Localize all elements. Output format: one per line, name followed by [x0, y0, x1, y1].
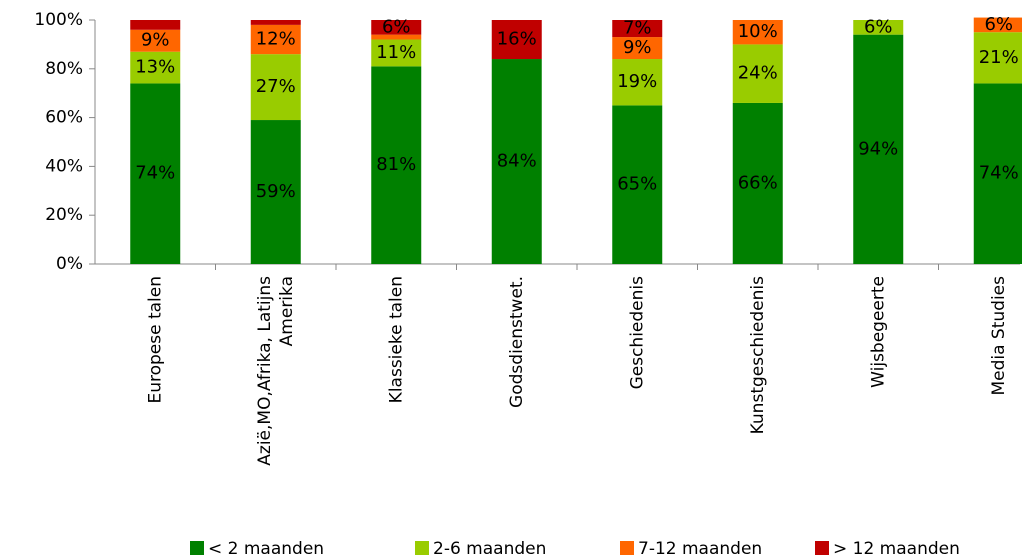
- bar-segment: [973, 83, 1022, 264]
- y-tick-label: 40%: [45, 156, 83, 176]
- y-tick-label: 20%: [45, 205, 83, 225]
- bar-segment: [130, 51, 181, 84]
- x-tick-label: Geschiedenis: [627, 276, 647, 390]
- x-tick-label: Klassieke talen: [386, 276, 406, 403]
- data-label: 6%: [864, 16, 893, 37]
- data-label: 16%: [497, 29, 537, 50]
- x-tick-label: Media Studies: [989, 276, 1009, 396]
- y-tick-label: 60%: [45, 108, 83, 128]
- legend-swatch: [815, 541, 829, 555]
- x-tick-label-line: Azië,MO,Afrika, Latijns: [255, 276, 275, 466]
- data-label: 27%: [256, 76, 296, 97]
- x-tick-label: Azië,MO,Afrika, Latijns Amerika: [255, 276, 297, 466]
- data-label: 7%: [623, 18, 652, 39]
- data-label: 9%: [623, 37, 652, 58]
- x-tick-label: Godsdienstwet.: [507, 276, 527, 408]
- data-label: 10%: [738, 21, 778, 42]
- bar-segment: [732, 44, 783, 103]
- bar-segment: [250, 24, 301, 55]
- bar-segment: [250, 20, 301, 25]
- legend-swatch: [415, 541, 429, 555]
- bar-segment: [491, 59, 542, 264]
- data-label: 21%: [979, 47, 1019, 68]
- data-label: 9%: [141, 30, 170, 51]
- legend-swatch: [190, 541, 204, 555]
- data-label: 19%: [617, 71, 657, 92]
- bar-segment: [371, 39, 422, 67]
- x-tick-label: Europese talen: [145, 276, 165, 404]
- x-tick-label-line: Amerika: [277, 276, 297, 346]
- data-label: 94%: [858, 138, 898, 159]
- y-tick-label: 0%: [56, 254, 83, 274]
- bar-segment: [612, 59, 663, 106]
- bar-segment: [130, 20, 181, 30]
- x-tick-label: Wijsbegeerte: [868, 276, 888, 388]
- data-label: 74%: [135, 163, 175, 184]
- bar-segment: [612, 105, 663, 265]
- data-label: 66%: [738, 172, 778, 193]
- bar-segment: [250, 54, 301, 121]
- bar-segment: [130, 29, 181, 52]
- bar-segment: [732, 20, 783, 45]
- data-label: 12%: [256, 29, 296, 50]
- bar-segment: [853, 20, 904, 35]
- legend-swatch: [620, 541, 634, 555]
- bar-segment: [371, 20, 422, 35]
- data-label: 6%: [984, 14, 1013, 35]
- data-label: 13%: [135, 57, 175, 78]
- bar-segment: [973, 32, 1022, 84]
- legend-label: 7-12 maanden: [638, 539, 762, 559]
- legend-label: 2-6 maanden: [433, 539, 546, 559]
- y-tick-label: 100%: [34, 10, 83, 30]
- data-label: 24%: [738, 63, 778, 84]
- data-label: 11%: [376, 42, 416, 63]
- data-label: 74%: [979, 163, 1019, 184]
- bar-segment: [130, 83, 181, 264]
- legend-label: < 2 maanden: [208, 539, 324, 559]
- y-tick-label: 80%: [45, 59, 83, 79]
- legend-label: > 12 maanden: [833, 539, 960, 559]
- bar-segment: [491, 20, 542, 60]
- x-tick-label: Kunstgeschiedenis: [748, 276, 768, 435]
- bar-segment: [973, 17, 1022, 33]
- bar-segment: [250, 120, 301, 264]
- bar-segment: [612, 20, 663, 38]
- data-label: 81%: [376, 154, 416, 175]
- data-label: 6%: [382, 16, 411, 37]
- data-label: 84%: [497, 151, 537, 172]
- data-label: 65%: [617, 174, 657, 195]
- bar-segment: [371, 66, 422, 264]
- bar-segment: [612, 37, 663, 60]
- data-label: 59%: [256, 181, 296, 202]
- bar-segment: [371, 34, 422, 40]
- bar-segment: [732, 102, 783, 265]
- bar-segment: [853, 34, 904, 264]
